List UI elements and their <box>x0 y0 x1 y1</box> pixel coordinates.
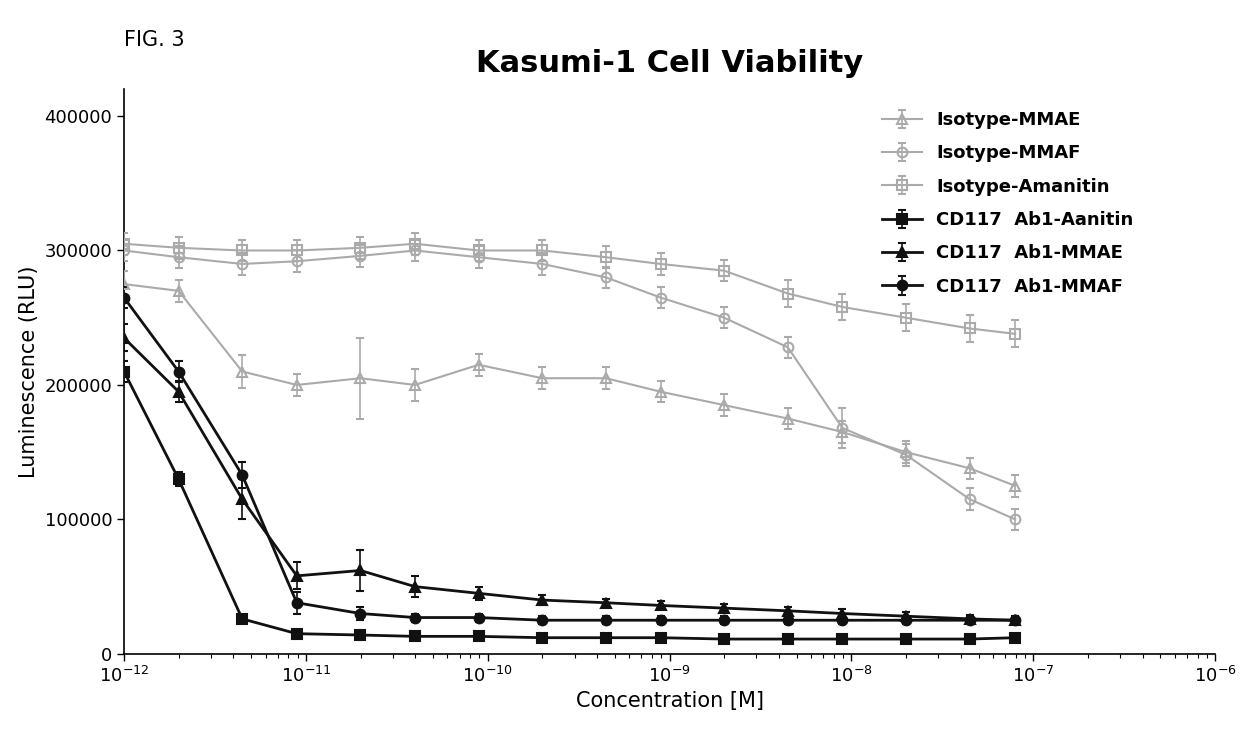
Legend: Isotype-MMAE, Isotype-MMAF, Isotype-Amanitin, CD117  Ab1-Aanitin, CD117  Ab1-MMA: Isotype-MMAE, Isotype-MMAF, Isotype-Aman… <box>875 104 1141 303</box>
Y-axis label: Luminescence (RLU): Luminescence (RLU) <box>19 265 38 478</box>
Text: FIG. 3: FIG. 3 <box>124 30 185 50</box>
X-axis label: Concentration [M]: Concentration [M] <box>575 691 764 711</box>
Title: Kasumi-1 Cell Viability: Kasumi-1 Cell Viability <box>476 50 863 79</box>
